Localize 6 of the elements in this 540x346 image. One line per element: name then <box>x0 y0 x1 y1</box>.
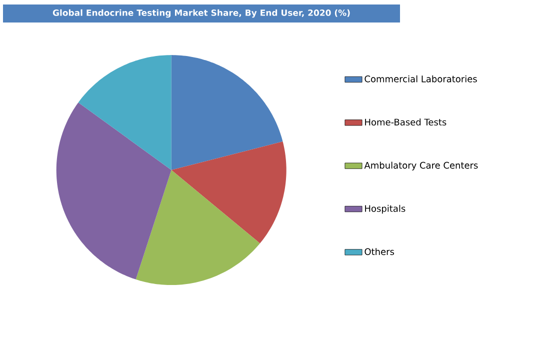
legend-label: Hospitals <box>365 204 406 214</box>
legend-label: Home-Based Tests <box>365 118 446 126</box>
legend-label: Ambulatory Care Centers <box>364 162 478 170</box>
legend-label: Commercial Laboratories <box>364 75 477 82</box>
chart-title: Global Endocrine Testing Market Share, By End User, 2020 (%) <box>52 9 350 18</box>
legend-label: Others <box>364 248 394 256</box>
